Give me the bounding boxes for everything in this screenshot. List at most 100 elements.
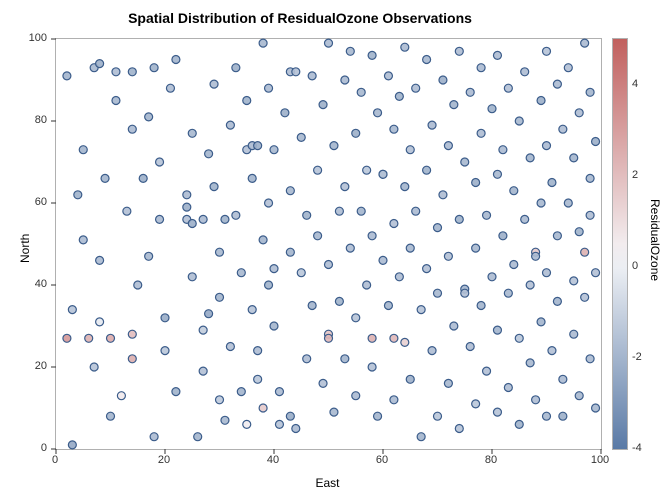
tick-label: 0	[52, 454, 58, 466]
scatter-point	[586, 88, 594, 96]
x-axis-label: East	[55, 476, 600, 490]
scatter-point	[286, 412, 294, 420]
scatter-point	[270, 322, 278, 330]
scatter-point	[123, 207, 131, 215]
tick-label: 60	[376, 454, 388, 466]
scatter-point	[401, 43, 409, 51]
scatter-point	[543, 47, 551, 55]
scatter-point	[216, 396, 224, 404]
scatter-point	[564, 64, 572, 72]
scatter-point	[314, 166, 322, 174]
scatter-point	[270, 265, 278, 273]
scatter-point	[216, 248, 224, 256]
scatter-point	[548, 179, 556, 187]
scatter-point	[537, 318, 545, 326]
scatter-point	[417, 306, 425, 314]
scatter-point	[161, 347, 169, 355]
scatter-point	[128, 68, 136, 76]
scatter-point	[63, 72, 71, 80]
scatter-point	[270, 146, 278, 154]
scatter-point	[221, 416, 229, 424]
scatter-point	[488, 273, 496, 281]
scatter-point	[243, 420, 251, 428]
tick-label: 100	[591, 454, 609, 466]
scatter-point	[581, 39, 589, 47]
scatter-point	[423, 166, 431, 174]
scatter-point	[68, 306, 76, 314]
scatter-point	[493, 408, 501, 416]
scatter-point	[559, 125, 567, 133]
scatter-point	[128, 330, 136, 338]
scatter-point	[570, 330, 578, 338]
scatter-point	[532, 396, 540, 404]
scatter-point	[275, 420, 283, 428]
scatter-point	[559, 412, 567, 420]
scatter-point	[188, 220, 196, 228]
scatter-point	[205, 310, 213, 318]
scatter-point	[232, 211, 240, 219]
scatter-point	[450, 322, 458, 330]
scatter-point	[423, 56, 431, 64]
scatter-point	[401, 338, 409, 346]
scatter-point	[205, 150, 213, 158]
scatter-point	[543, 269, 551, 277]
scatter-point	[543, 142, 551, 150]
scatter-point	[537, 97, 545, 105]
plot-area	[55, 38, 602, 450]
scatter-point	[521, 68, 529, 76]
scatter-point	[341, 183, 349, 191]
scatter-point	[226, 121, 234, 129]
scatter-point	[368, 363, 376, 371]
scatter-point	[96, 318, 104, 326]
scatter-point	[352, 129, 360, 137]
scatter-point	[390, 125, 398, 133]
scatter-point	[248, 306, 256, 314]
scatter-point	[374, 109, 382, 117]
scatter-point	[210, 183, 218, 191]
scatter-point	[275, 388, 283, 396]
scatter-point	[346, 47, 354, 55]
scatter-point	[101, 174, 109, 182]
scatter-point	[308, 72, 316, 80]
scatter-point	[128, 125, 136, 133]
scatter-point	[199, 215, 207, 223]
scatter-point	[477, 64, 485, 72]
scatter-point	[515, 334, 523, 342]
scatter-point	[439, 76, 447, 84]
tick-label: 40	[267, 454, 279, 466]
scatter-point	[499, 232, 507, 240]
scatter-point	[90, 363, 98, 371]
scatter-point	[221, 215, 229, 223]
scatter-point	[417, 433, 425, 441]
scatter-point	[330, 408, 338, 416]
scatter-point	[237, 388, 245, 396]
scatter-point	[390, 396, 398, 404]
scatter-point	[145, 252, 153, 260]
scatter-point	[461, 158, 469, 166]
scatter-point	[297, 269, 305, 277]
scatter-point	[319, 379, 327, 387]
scatter-point	[548, 347, 556, 355]
colorbar-label: ResidualOzone	[648, 199, 662, 281]
scatter-point	[183, 191, 191, 199]
scatter-point	[455, 425, 463, 433]
scatter-point	[395, 92, 403, 100]
scatter-point	[117, 392, 125, 400]
scatter-point	[581, 293, 589, 301]
scatter-point	[504, 384, 512, 392]
scatter-point	[357, 207, 365, 215]
scatter-point	[477, 302, 485, 310]
scatter-point	[281, 109, 289, 117]
scatter-point	[450, 101, 458, 109]
scatter-point	[363, 281, 371, 289]
scatter-point	[216, 293, 224, 301]
scatter-point	[237, 269, 245, 277]
scatter-point	[384, 302, 392, 310]
scatter-point	[308, 302, 316, 310]
scatter-point	[564, 199, 572, 207]
scatter-point	[477, 129, 485, 137]
scatter-point	[254, 142, 262, 150]
scatter-point	[112, 97, 120, 105]
scatter-point	[368, 232, 376, 240]
scatter-point	[194, 433, 202, 441]
